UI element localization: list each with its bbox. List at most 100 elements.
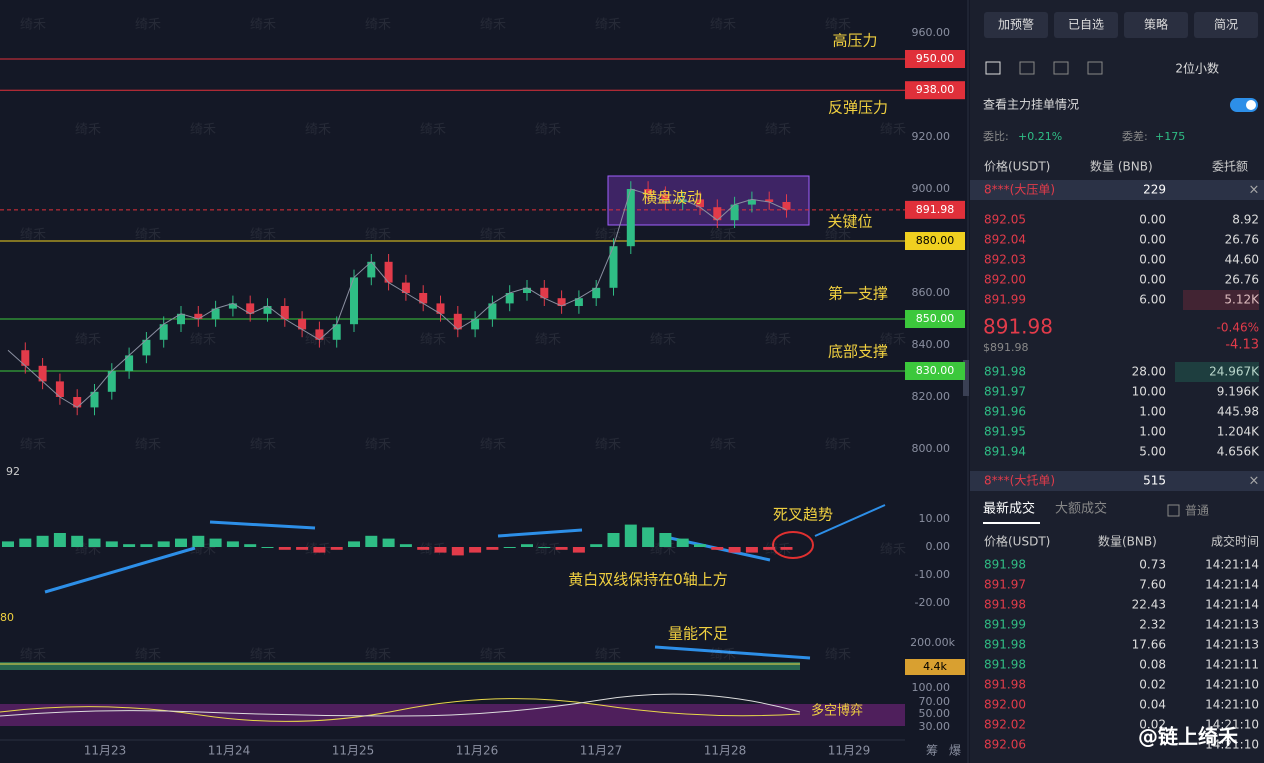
watermark-tile: 绮禾 — [305, 123, 331, 138]
ask-cell: 0.00 — [1139, 253, 1166, 267]
trade-qty: 22.43 — [1132, 598, 1166, 612]
view-icon[interactable] — [985, 61, 1001, 75]
macd-bar — [157, 541, 170, 547]
close[interactable]: × — [1249, 183, 1260, 198]
trade-price: 891.98 — [984, 638, 1026, 652]
candle — [177, 313, 185, 325]
candle — [384, 261, 393, 283]
rsi-tick: 100.00 — [912, 681, 951, 694]
watermark-tile: 绮禾 — [880, 543, 906, 558]
level-tag — [905, 81, 965, 100]
level-label: 850.00 — [916, 312, 955, 325]
candle — [523, 287, 531, 293]
checkbox[interactable] — [1167, 504, 1180, 517]
candle — [246, 303, 255, 314]
button[interactable] — [1194, 12, 1258, 38]
macd-bar — [590, 544, 603, 547]
bid-cell: 5.00 — [1139, 445, 1166, 459]
trade-time: 14:21:10 — [1205, 698, 1259, 712]
watermark-tile: 绮禾 — [135, 228, 161, 243]
macd-tick-label: -10.00 — [915, 568, 950, 581]
view-icon[interactable] — [1053, 61, 1069, 75]
watermark: @链上绮禾 — [1138, 725, 1238, 749]
macd-bar — [226, 541, 239, 547]
macd-bar — [140, 544, 153, 547]
candle — [298, 319, 307, 330]
level-label: 938.00 — [916, 83, 955, 96]
trade-time: 14:21:13 — [1205, 618, 1259, 632]
watermark-tile: 绮禾 — [305, 333, 331, 348]
watermark-tile: 绮禾 — [420, 333, 446, 348]
trade-qty: 2.32 — [1139, 618, 1166, 632]
watermark-tile: 绮禾 — [20, 438, 46, 453]
macd-bar — [296, 547, 309, 550]
level-note: 关键位 — [827, 213, 872, 231]
view-icon[interactable] — [1019, 61, 1035, 75]
rsi-line — [0, 693, 801, 717]
watermark-tile: 绮禾 — [480, 18, 506, 33]
book-header: 数量 (BNB) — [1090, 159, 1153, 174]
macd-bar — [105, 541, 118, 547]
y-tick-label: 960.00 — [912, 26, 951, 39]
bid-cell: 891.94 — [984, 445, 1026, 459]
candle — [782, 202, 791, 210]
button[interactable] — [1054, 12, 1118, 38]
candle — [436, 303, 445, 314]
candle — [557, 298, 566, 306]
y-tick-label: 840.00 — [912, 338, 951, 351]
button[interactable] — [984, 12, 1048, 38]
ask-cell: 0.00 — [1139, 213, 1166, 227]
watermark-tile: 绮禾 — [250, 228, 276, 243]
watermark-tile: 绮禾 — [825, 228, 851, 243]
candle — [644, 189, 653, 195]
trade-price: 891.99 — [984, 618, 1026, 632]
trade-header: 成交时间 — [1211, 534, 1259, 549]
macd-bar — [572, 547, 585, 553]
close[interactable]: × — [1249, 474, 1260, 489]
button[interactable] — [1124, 12, 1188, 38]
button-label: 简况 — [1214, 18, 1238, 32]
macd-bar — [399, 544, 412, 547]
y-tick-label: 820.00 — [912, 390, 951, 403]
candle — [488, 303, 497, 319]
chart-bg — [0, 0, 968, 763]
panel-bg — [970, 0, 1264, 763]
arrow — [814, 504, 886, 537]
macd-bar — [555, 547, 568, 550]
watermark-tile: 绮禾 — [650, 333, 676, 348]
bid-cell: 1.00 — [1139, 425, 1166, 439]
macd-bar — [745, 547, 758, 553]
candle — [38, 365, 47, 382]
view-icon[interactable] — [1087, 61, 1103, 75]
candle — [21, 350, 30, 366]
big-order-label: 8***(大压单) — [984, 183, 1055, 197]
ask-cell: 44.60 — [1225, 253, 1259, 267]
level-note: 反弹压力 — [828, 99, 888, 117]
trade-qty: 0.02 — [1139, 678, 1166, 692]
watermark-tile: 绮禾 — [765, 543, 791, 558]
bid-cell: 24.967K — [1209, 365, 1260, 379]
y-tick-label: 800.00 — [912, 442, 951, 455]
date-label: 11月25 — [332, 744, 375, 758]
left-edge-label: 92 — [6, 465, 20, 478]
ask-cell: 0.00 — [1139, 273, 1166, 287]
watermark-tile: 绮禾 — [420, 123, 446, 138]
macd-bar — [676, 538, 689, 547]
macd-bar — [36, 535, 49, 547]
watermark-tile: 绮禾 — [765, 333, 791, 348]
macd-bar — [2, 541, 14, 547]
candle — [471, 319, 480, 330]
macd-note: 黄白双线保持在0轴上方 — [568, 571, 728, 589]
book-header: 价格(USDT) — [984, 159, 1050, 174]
watermark-tile: 绮禾 — [250, 438, 276, 453]
trade-price: 892.06 — [984, 738, 1026, 752]
watermark-tile: 绮禾 — [765, 123, 791, 138]
macd-tick-label: 10.00 — [919, 512, 951, 525]
macd-bar — [19, 538, 32, 547]
level-tag — [905, 232, 965, 250]
candle — [107, 371, 116, 392]
candle — [55, 381, 64, 397]
trade-time: 14:21:14 — [1205, 558, 1259, 572]
macd-bar — [486, 547, 499, 550]
date-label: 11月28 — [704, 744, 747, 758]
